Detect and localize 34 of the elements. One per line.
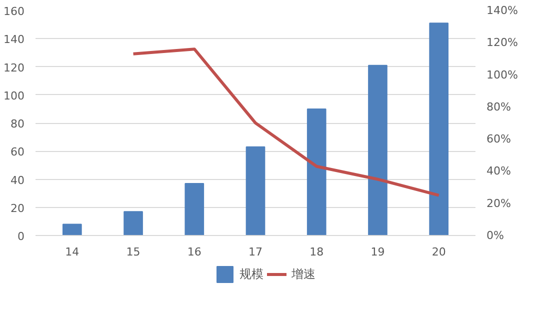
- x-tick-label: 16: [187, 246, 202, 258]
- y-tick-label: 20: [10, 202, 25, 215]
- x-tick-label: 15: [126, 246, 140, 258]
- y2-tick-label: 60%: [486, 132, 511, 146]
- y-tick-label: 80: [10, 118, 25, 130]
- y2-tick-label: 40%: [486, 164, 511, 178]
- y-tick-label: 60: [10, 146, 25, 159]
- y-tick-label: 0: [18, 230, 24, 243]
- legend-label: 增速: [292, 266, 316, 282]
- y2-tick-label: 140%: [486, 4, 518, 17]
- y-tick-label: 160: [4, 5, 25, 18]
- bar: [368, 64, 388, 236]
- x-tick-label: 19: [370, 246, 385, 258]
- y2-tick-label: 120%: [486, 36, 518, 50]
- y2-tick-label: 0%: [486, 229, 504, 242]
- x-tick-label: 17: [248, 246, 262, 258]
- legend-label: 规模: [240, 266, 264, 282]
- bar: [306, 108, 326, 236]
- line-series: [132, 48, 440, 197]
- bar: [184, 182, 204, 236]
- bar: [246, 146, 266, 236]
- y2-tick-label: 100%: [486, 68, 518, 82]
- x-tick-label: 14: [65, 246, 80, 258]
- y2-tick-label: 80%: [486, 100, 511, 114]
- y-tick-label: 100: [4, 89, 25, 102]
- y2-tick-label: 20%: [486, 196, 511, 210]
- bar: [62, 224, 82, 236]
- y-tick-label: 120: [4, 61, 25, 74]
- bar: [124, 211, 143, 236]
- y-tick-label: 40: [10, 174, 25, 187]
- bar: [429, 22, 448, 236]
- x-tick-label: 18: [310, 246, 324, 258]
- y-tick-label: 140: [4, 33, 25, 46]
- x-tick-label: 20: [432, 246, 446, 258]
